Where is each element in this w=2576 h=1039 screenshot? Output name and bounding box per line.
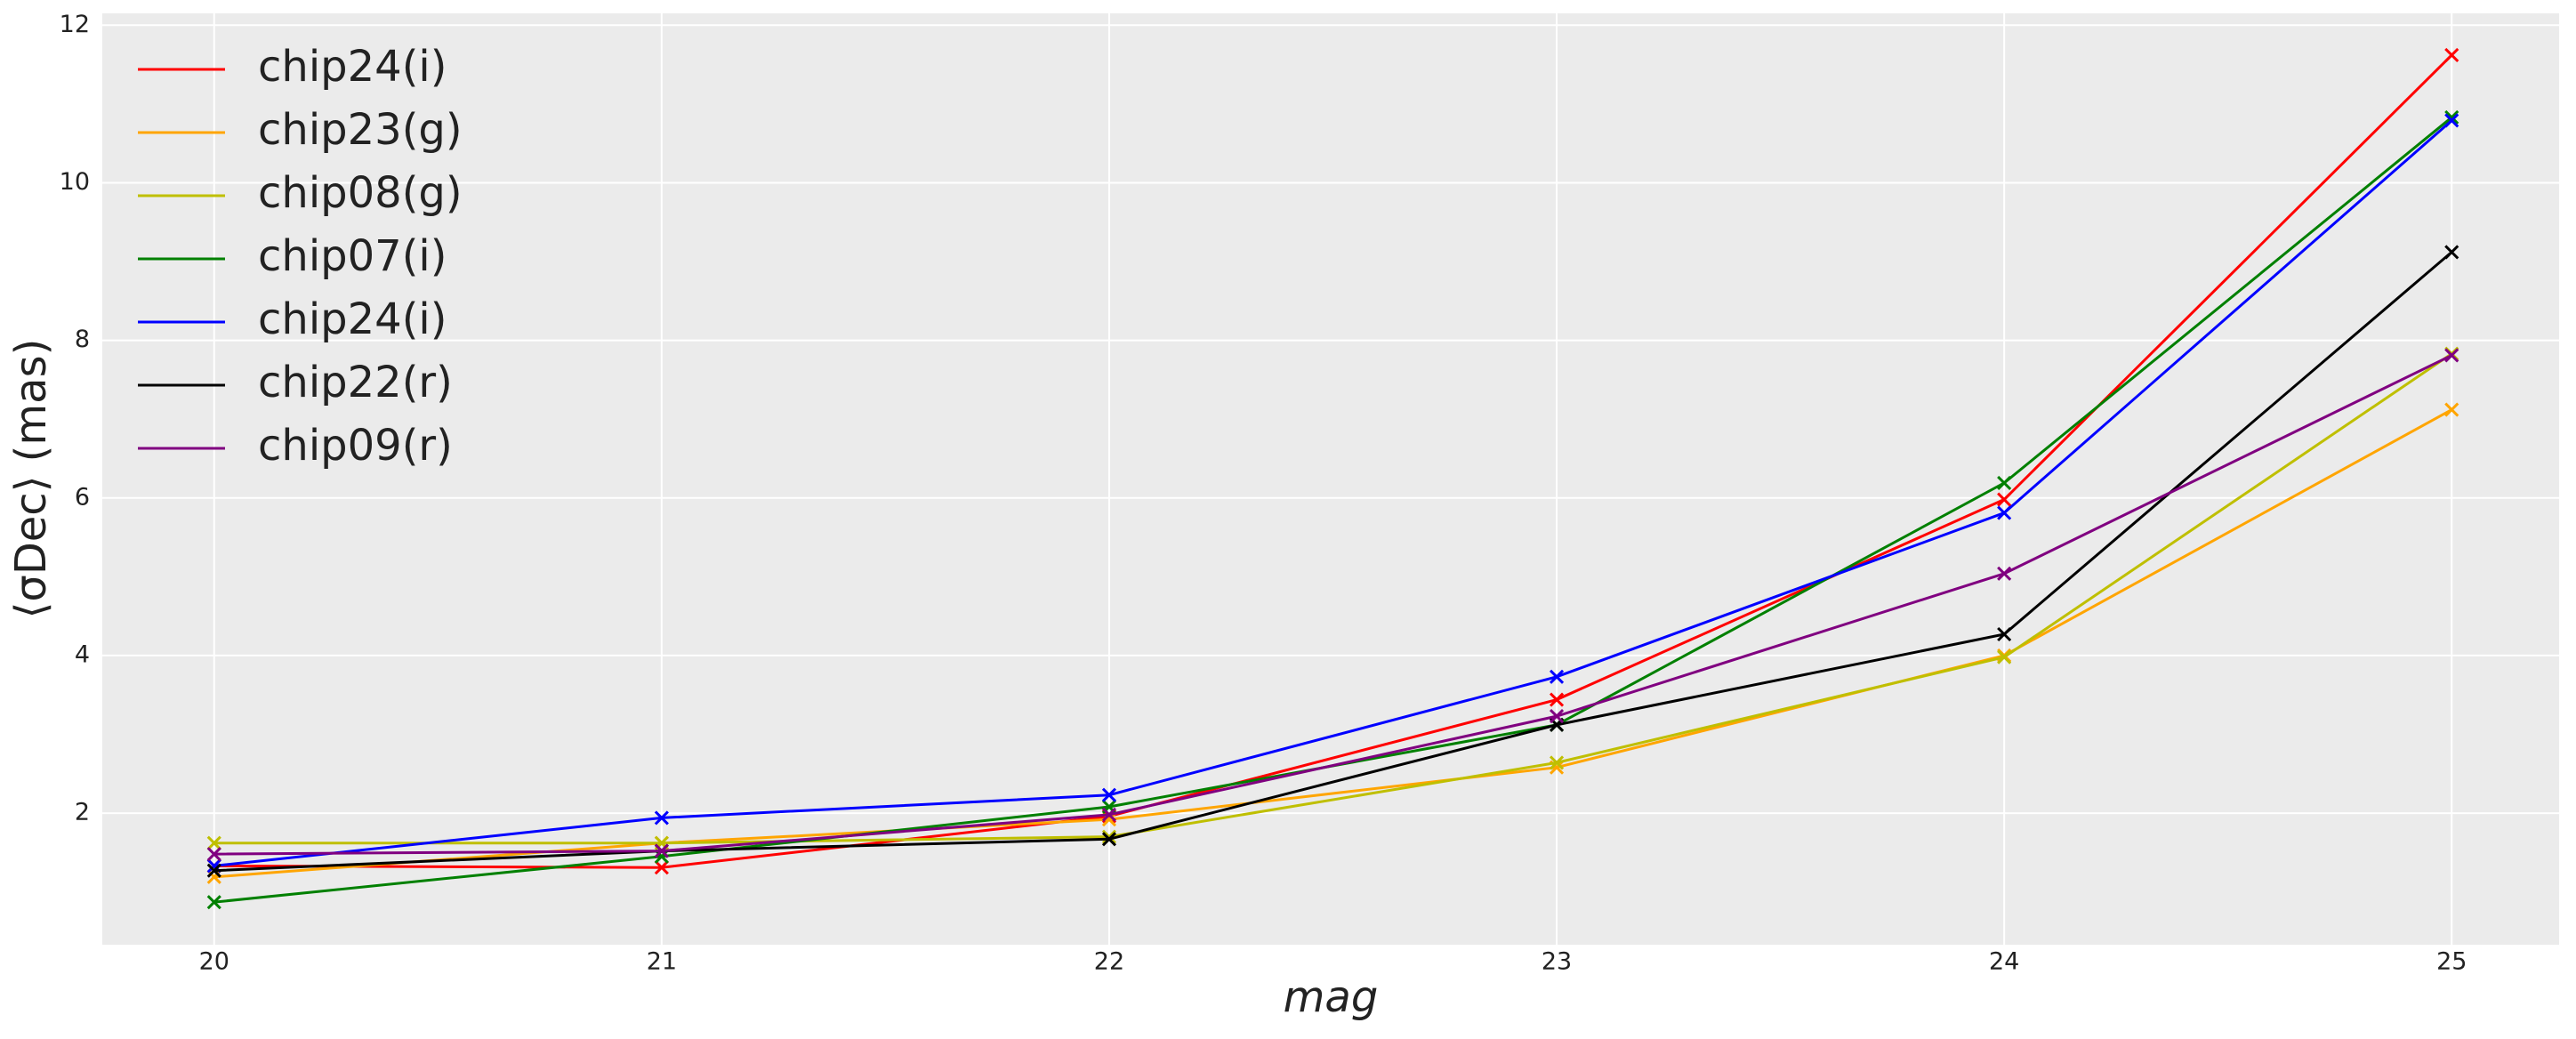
y-tick-label: 8 [75, 326, 90, 353]
marker [2444, 47, 2459, 63]
series-line [213, 119, 2453, 867]
marker [2444, 245, 2459, 260]
series-line [213, 53, 2453, 869]
marker [206, 869, 221, 884]
marker [1101, 787, 1117, 802]
marker [1997, 475, 2012, 490]
marker [1997, 505, 2012, 520]
legend-label: chip07(i) [258, 231, 447, 281]
series-line [213, 354, 2452, 856]
legend-label: chip24(i) [258, 42, 447, 92]
marker [1549, 692, 1565, 707]
x-tick-label: 25 [2436, 948, 2467, 976]
marker [1101, 807, 1117, 822]
y-tick-label: 2 [75, 799, 90, 826]
series-line [213, 352, 2453, 845]
marker [654, 843, 669, 858]
y-tick-label: 6 [75, 483, 90, 511]
series-line [213, 251, 2453, 873]
marker [2444, 348, 2459, 363]
marker [1549, 755, 1565, 770]
y-tick-label: 12 [60, 11, 90, 38]
legend-label: chip09(r) [258, 421, 453, 471]
marker [206, 847, 221, 862]
marker [206, 895, 221, 910]
plot-area [102, 13, 2559, 945]
marker [206, 835, 221, 850]
series-line [213, 408, 2452, 879]
x-tick-label: 23 [1542, 948, 1572, 976]
marker [2444, 109, 2459, 125]
marker [1997, 492, 2012, 507]
marker [654, 860, 669, 875]
marker [2444, 402, 2459, 417]
legend-label: chip08(g) [258, 168, 463, 218]
marker [1549, 669, 1565, 684]
marker [1997, 649, 2012, 664]
y-tick-label: 10 [60, 168, 90, 196]
marker [1101, 832, 1117, 847]
marker [206, 863, 221, 878]
x-tick-label: 20 [199, 948, 229, 976]
marker [1549, 709, 1565, 724]
y-tick-label: 4 [75, 640, 90, 668]
x-tick-label: 24 [1989, 948, 2019, 976]
x-tick-label: 22 [1094, 948, 1124, 976]
marker [1997, 626, 2012, 642]
legend-label: chip22(r) [258, 358, 453, 407]
legend-label: chip23(g) [258, 105, 463, 155]
marker [1997, 566, 2012, 581]
legend-label: chip24(i) [258, 294, 447, 344]
marker [1101, 829, 1117, 844]
marker [654, 810, 669, 826]
marker [2444, 113, 2459, 128]
x-tick-label: 21 [647, 948, 677, 976]
y-axis-label: ⟨σDec⟩ (mas) [6, 339, 56, 619]
x-axis-label: mag [1284, 972, 1379, 1022]
